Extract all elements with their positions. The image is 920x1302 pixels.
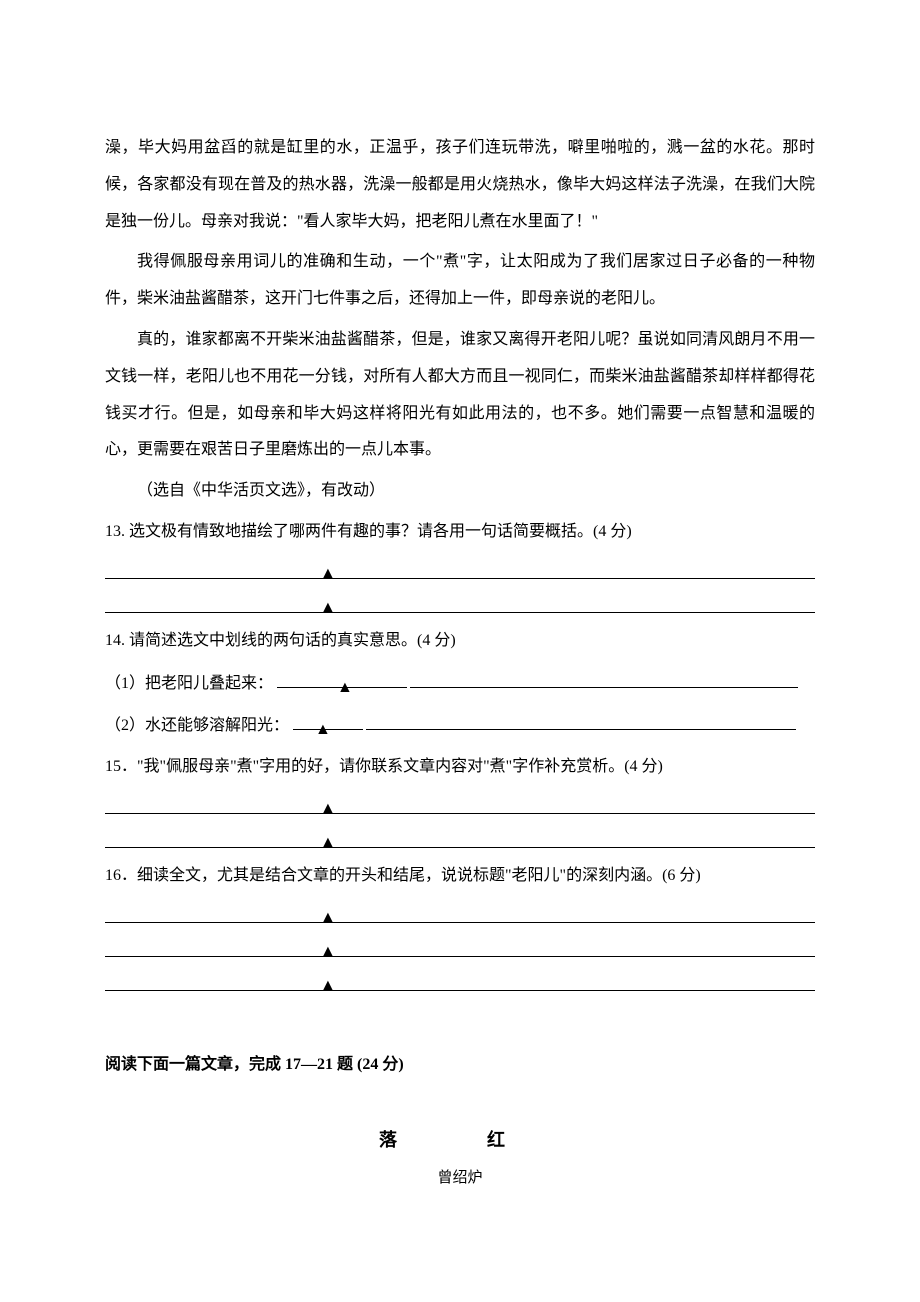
body-paragraph-3: 真的，谁家都离不开柴米油盐酱醋茶，但是，谁家又离得开老阳儿呢？虽说如同清风朗月不… (105, 322, 815, 469)
triangle-marker-icon: ▲ (315, 712, 331, 749)
blank-line: ▲ (105, 904, 815, 923)
triangle-marker-icon: ▲ (320, 934, 336, 971)
body-paragraph-2: 我得佩服母亲用词儿的准确和生动，一个"煮"字，让太阳成为了我们居家过日子必备的一… (105, 244, 815, 318)
triangle-marker-icon: ▲ (320, 556, 336, 593)
question-14-sub-1: （1）把老阳儿叠起来： ▲ (105, 666, 815, 703)
blank-line: ▲ (105, 972, 815, 991)
question-16: 16．细读全文，尤其是结合文章的开头和结尾，说说标题"老阳儿"的深刻内涵。(6 … (105, 858, 815, 895)
triangle-marker-icon: ▲ (320, 590, 336, 627)
blank-line: ▲ (105, 795, 815, 814)
question-14-sub-2: （2）水还能够溶解阳光： ▲ (105, 708, 815, 745)
answer-line-15-1: ▲ (105, 792, 815, 820)
triangle-marker-icon: ▲ (320, 791, 336, 828)
answer-line-13-1: ▲ (105, 557, 815, 585)
triangle-marker-icon: ▲ (320, 825, 336, 862)
answer-line-15-2: ▲ (105, 826, 815, 854)
blank-line: ▲ (105, 560, 815, 579)
answer-line-16-3: ▲ (105, 969, 815, 997)
source-citation: （选自《中华活页文选》，有改动） (105, 473, 815, 510)
body-paragraph-1: 澡，毕大妈用盆舀的就是缸里的水，正温乎，孩子们连玩带洗，噼里啪啦的，溅一盆的水花… (105, 130, 815, 240)
article-title: 落 红 (105, 1126, 815, 1152)
sub-question-label: （2）水还能够溶解阳光： (105, 717, 289, 734)
question-13: 13. 选文极有情致地描绘了哪两件有趣的事？请各用一句话简要概括。(4 分) (105, 514, 815, 551)
sub-question-label: （1）把老阳儿叠起来： (105, 675, 273, 692)
blank-line: ▲ (105, 829, 815, 848)
section-heading: 阅读下面一篇文章，完成 17—21 题 (24 分) (105, 1047, 815, 1084)
blank-line-extend (410, 672, 798, 688)
question-14: 14. 请简述选文中划线的两句话的真实意思。(4 分) (105, 623, 815, 660)
triangle-marker-icon: ▲ (320, 968, 336, 1005)
blank-line-short: ▲ (277, 672, 407, 688)
blank-line-extend (366, 714, 796, 730)
answer-line-16-1: ▲ (105, 901, 815, 929)
blank-line-short: ▲ (293, 714, 363, 730)
triangle-marker-icon: ▲ (337, 670, 353, 707)
answer-line-16-2: ▲ (105, 935, 815, 963)
answer-line-13-2: ▲ (105, 591, 815, 619)
blank-line: ▲ (105, 938, 815, 957)
blank-line: ▲ (105, 594, 815, 613)
article-author: 曾绍炉 (105, 1166, 815, 1187)
question-15: 15．"我"佩服母亲"煮"字用的好，请你联系文章内容对"煮"字作补充赏析。(4 … (105, 749, 815, 786)
triangle-marker-icon: ▲ (320, 900, 336, 937)
